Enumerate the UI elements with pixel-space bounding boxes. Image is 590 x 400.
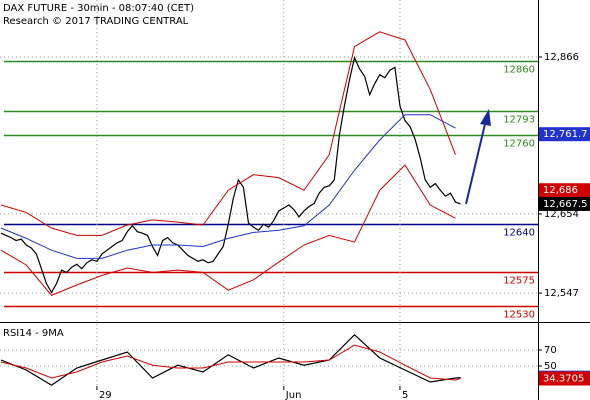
- price-marker-label: 12,761.7: [543, 129, 588, 140]
- y-tick-label: 12,547: [544, 288, 579, 299]
- series-line: [0, 344, 461, 381]
- price-marker-box: [539, 183, 590, 198]
- rsi-title: RSI14 - 9MA: [3, 328, 64, 339]
- series-line: [0, 55, 461, 294]
- last-value-label: 34.3705: [543, 374, 584, 385]
- y-tick-label: 12,654: [544, 209, 579, 220]
- chart-subtitle: Research © 2017 TRADING CENTRAL: [3, 16, 189, 27]
- x-tick-label: 5: [402, 390, 408, 400]
- level-label: 12640: [503, 228, 535, 239]
- y-tick-label: 70: [544, 345, 557, 356]
- y-tick-label: 12,866: [544, 52, 579, 63]
- series-line: [0, 31, 456, 236]
- last-value-box: [539, 371, 590, 386]
- level-label: 12860: [503, 65, 535, 76]
- price-marker-box: [539, 127, 590, 142]
- level-label: 12793: [503, 115, 535, 126]
- chart-title: DAX FUTURE - 30min - 08:07:40 (CET): [3, 3, 194, 14]
- series-line: [0, 114, 456, 259]
- forecast-arrow: [465, 123, 486, 205]
- price-marker-box: [539, 196, 590, 211]
- series-line: [0, 333, 461, 386]
- level-label: 12760: [503, 139, 535, 150]
- level-label: 12575: [503, 276, 535, 287]
- x-tick-label: 29: [99, 390, 112, 400]
- y-tick-label: 50: [544, 361, 557, 372]
- x-tick-label: Jun: [285, 390, 302, 400]
- series-line: [0, 164, 456, 296]
- price-marker-label: 12,667.5: [543, 199, 588, 210]
- level-label: 12530: [503, 310, 535, 321]
- price-marker-label: 12,686: [543, 185, 578, 196]
- forecast-arrow-head: [480, 109, 491, 126]
